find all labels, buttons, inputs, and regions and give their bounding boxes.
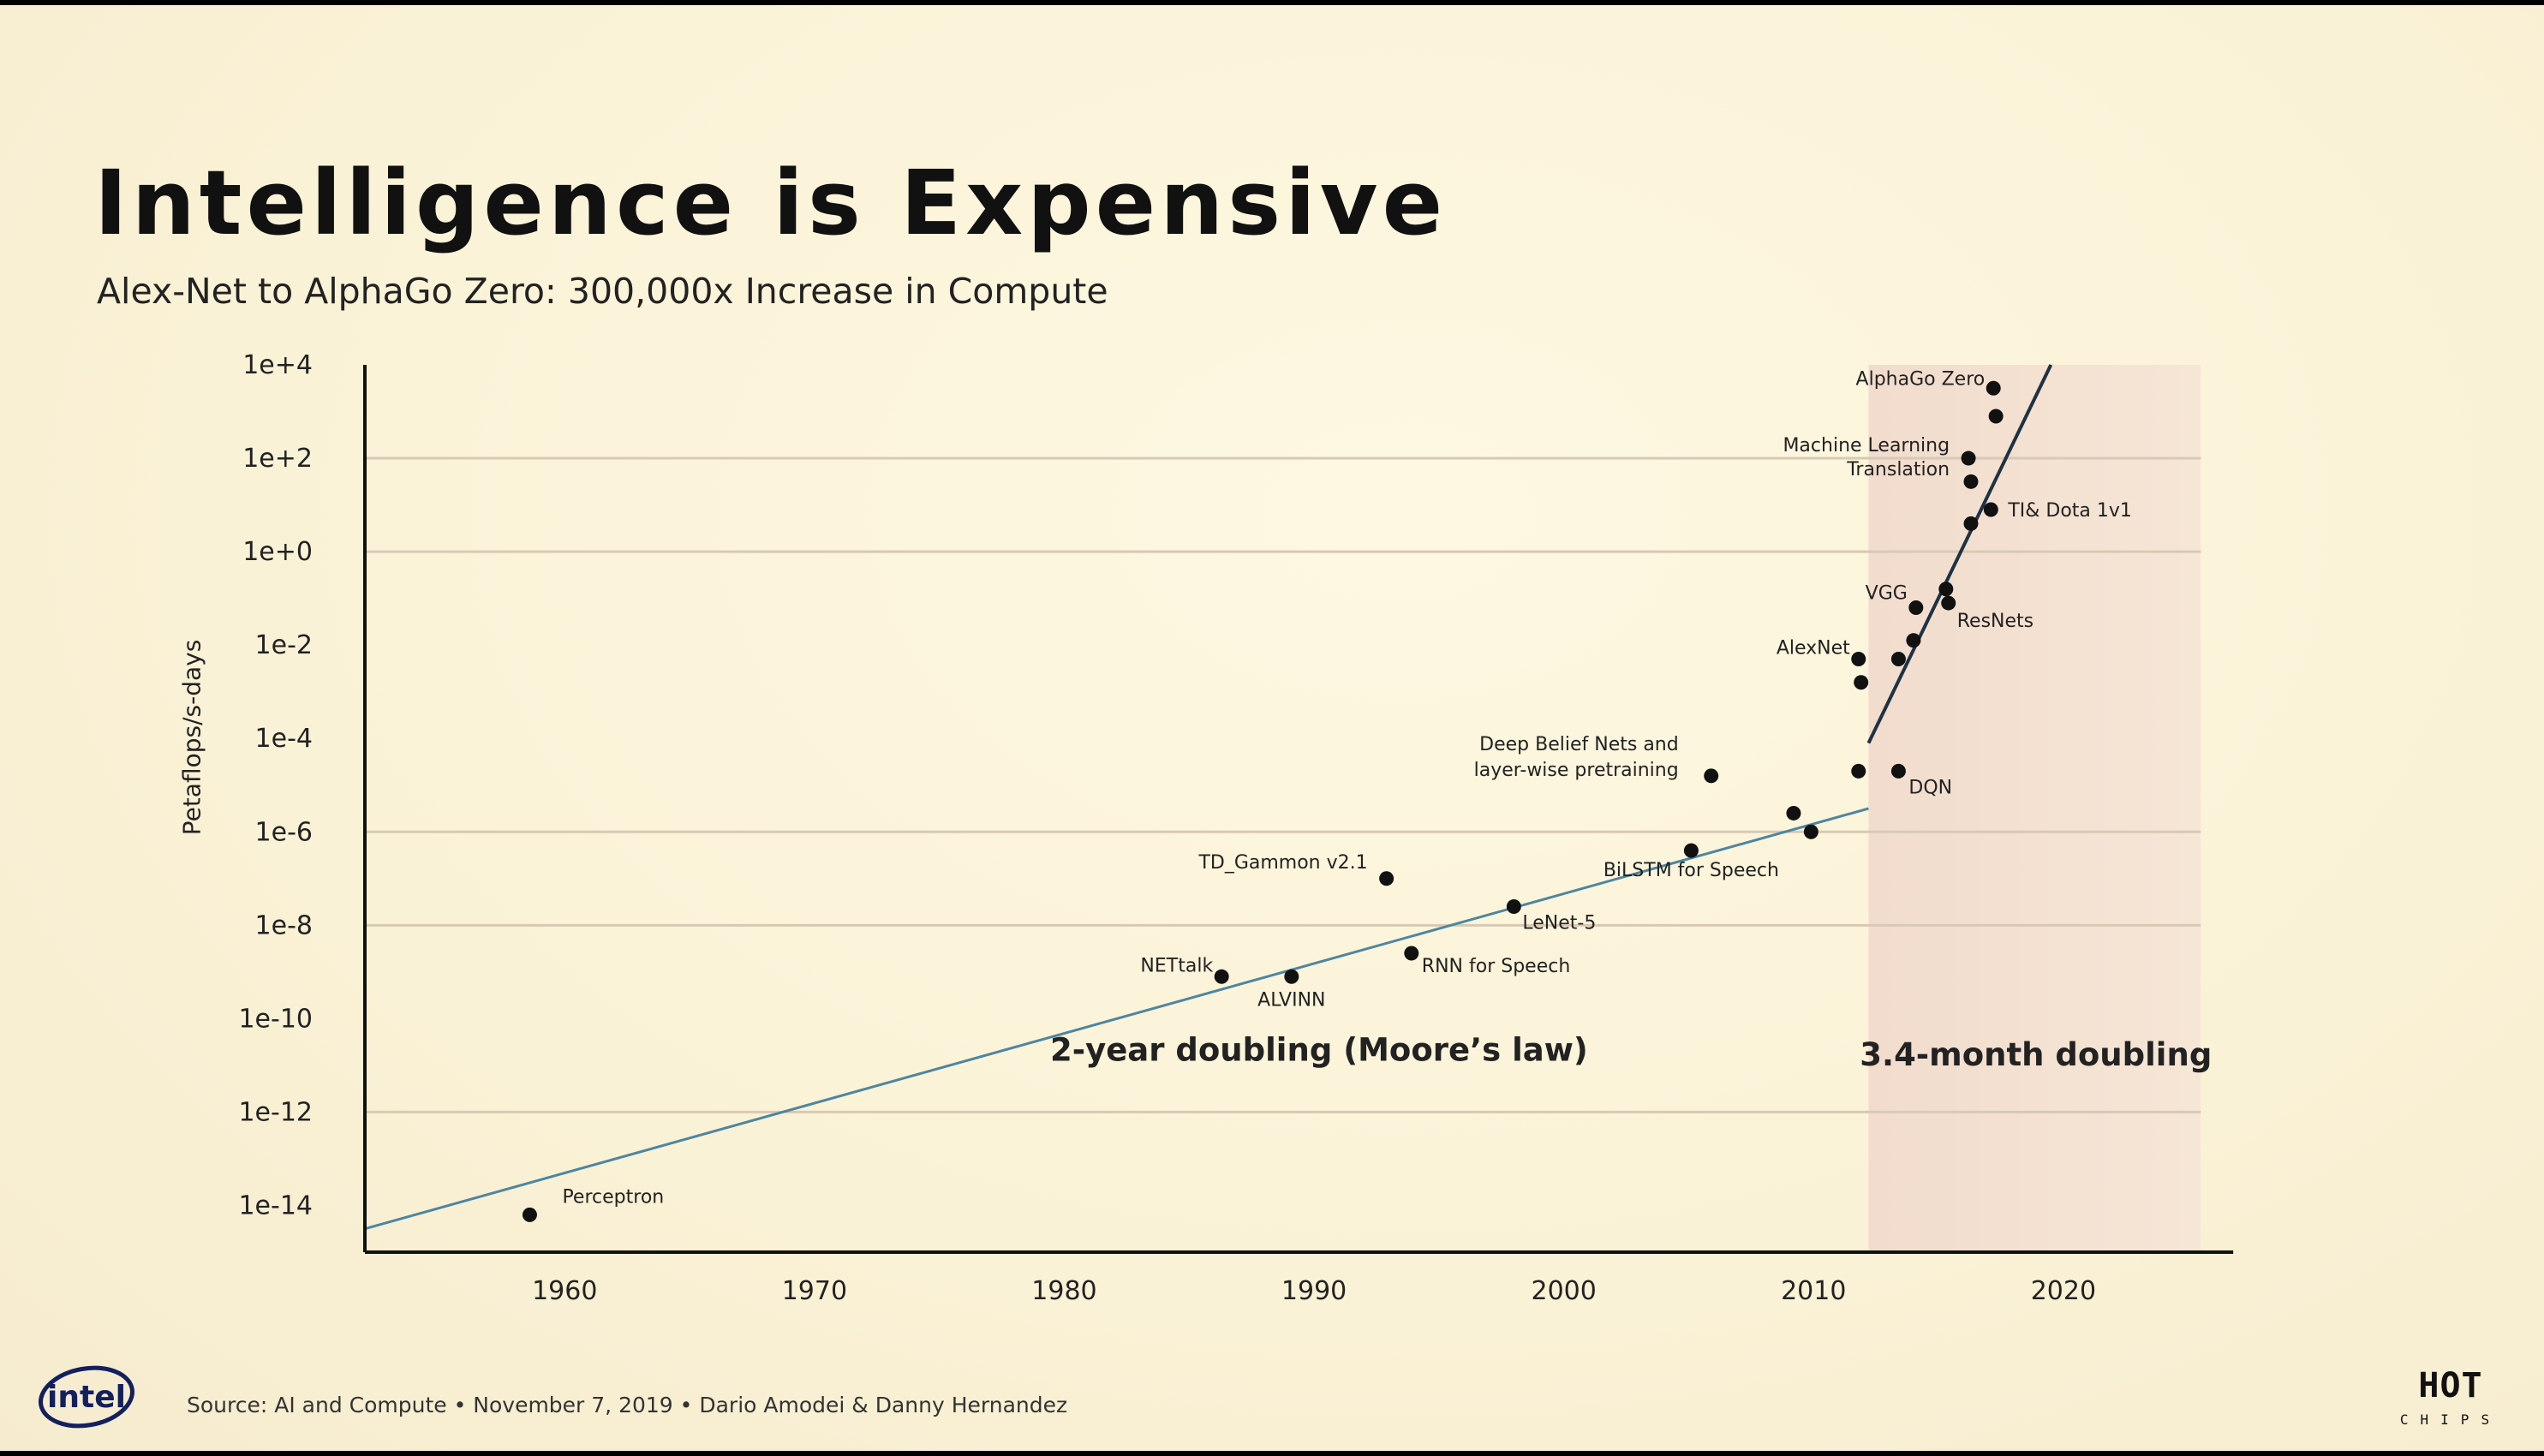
data-point xyxy=(1890,652,1906,667)
point-label: AlexNet xyxy=(1777,638,1850,659)
y-tick-label: 1e+2 xyxy=(242,444,313,474)
x-tick-label: 2010 xyxy=(1781,1276,1846,1306)
hot-chips-logo: HOT CHIPS xyxy=(2386,1369,2515,1432)
data-point xyxy=(1906,633,1921,648)
data-point xyxy=(1683,843,1699,858)
x-tick-label: 2020 xyxy=(2031,1276,2096,1306)
hot-chips-logo-word: HOT xyxy=(2418,1366,2483,1405)
point-label: Machine Learning Translation xyxy=(1783,435,1950,480)
data-point xyxy=(1214,969,1229,984)
y-tick-label: 1e-2 xyxy=(255,630,313,660)
point-label: DQN xyxy=(1908,777,1952,798)
y-axis-label: Petaflops/s-days xyxy=(177,639,206,836)
data-point xyxy=(1941,595,1956,611)
data-point xyxy=(1803,824,1818,839)
data-point xyxy=(1379,871,1394,886)
data-point xyxy=(1908,600,1924,616)
data-point xyxy=(1983,502,1998,517)
data-point xyxy=(1851,763,1866,779)
data-point xyxy=(1961,451,1976,466)
x-tick-label: 1970 xyxy=(782,1276,847,1306)
data-point xyxy=(1851,652,1866,667)
data-point xyxy=(1890,763,1906,779)
point-label: Deep Belief Nets and layer-wise pretraini… xyxy=(1474,734,1679,781)
y-tick-label: 1e-8 xyxy=(255,910,313,940)
data-point xyxy=(1938,582,1954,597)
data-point xyxy=(1963,474,1979,489)
intel-logo-text: intel xyxy=(47,1380,126,1415)
data-point xyxy=(1404,946,1419,961)
point-label: TI& Dota 1v1 xyxy=(2007,500,2132,522)
fast-growth-shaded-region xyxy=(1868,365,2201,1252)
y-tick-label: 1e-14 xyxy=(238,1190,313,1220)
point-label-line: layer-wise pretraining xyxy=(1474,760,1679,781)
point-label-line: Machine Learning xyxy=(1783,435,1950,456)
x-tick-label: 1960 xyxy=(532,1276,597,1306)
data-point xyxy=(1986,380,2001,396)
point-label: ResNets xyxy=(1957,611,2033,632)
point-label: NETtalk xyxy=(1140,955,1213,976)
point-label: BiLSTM for Speech xyxy=(1603,860,1779,881)
slide-title: Intelligence is Expensive xyxy=(94,151,1448,255)
point-label: Perceptron xyxy=(562,1186,664,1208)
compute-chart: 1e+4 1e+2 1e+0 1e-2 1e-4 1e-6 1e-8 1e-10 1e-12 1e… xyxy=(238,350,2234,1306)
data-point xyxy=(1704,768,1719,784)
x-tick-label: 1990 xyxy=(1281,1276,1347,1306)
data-point xyxy=(1854,675,1869,690)
data-point xyxy=(1988,409,2004,424)
point-label: TD_Gammon v2.1 xyxy=(1197,852,1367,874)
point-label-line: Translation xyxy=(1846,459,1950,480)
x-tick-label: 1980 xyxy=(1031,1276,1096,1306)
data-point xyxy=(1506,899,1521,915)
data-point xyxy=(522,1207,537,1222)
fast-doubling-annotation: 3.4-month doubling xyxy=(1860,1036,2212,1073)
point-label: LeNet-5 xyxy=(1522,913,1596,934)
trend-line-fast xyxy=(1866,364,2053,744)
data-point xyxy=(1963,516,1979,531)
moore-law-annotation: 2-year doubling (Moore’s law) xyxy=(1050,1031,1588,1068)
hot-chips-logo-sub: CHIPS xyxy=(2399,1411,2502,1428)
point-label: AlphaGo Zero xyxy=(1856,368,1986,390)
data-point xyxy=(1284,969,1299,984)
point-label: VGG xyxy=(1866,583,1908,605)
y-tick-label: 1e+4 xyxy=(242,350,313,380)
x-tick-label: 2000 xyxy=(1532,1276,1597,1306)
slide: Intelligence is Expensive Alex-Net to Al… xyxy=(0,5,2544,1451)
point-label: ALVINN xyxy=(1257,989,1325,1011)
trend-line-moore xyxy=(364,807,1869,1231)
source-citation: Source: AI and Compute • November 7, 201… xyxy=(187,1393,1068,1417)
y-tick-label: 1e-4 xyxy=(255,724,313,754)
slide-subtitle: Alex-Net to AlphaGo Zero: 300,000x Incre… xyxy=(97,271,1108,312)
point-label: RNN for Speech xyxy=(1422,956,1570,977)
point-label-line: Deep Belief Nets and xyxy=(1479,734,1679,755)
y-tick-label: 1e-10 xyxy=(238,1004,313,1034)
data-point xyxy=(1786,805,1801,820)
y-tick-label: 1e-12 xyxy=(238,1097,313,1127)
y-tick-label: 1e+0 xyxy=(242,537,313,567)
y-tick-label: 1e-6 xyxy=(255,817,313,847)
intel-logo: intel xyxy=(39,1365,134,1429)
